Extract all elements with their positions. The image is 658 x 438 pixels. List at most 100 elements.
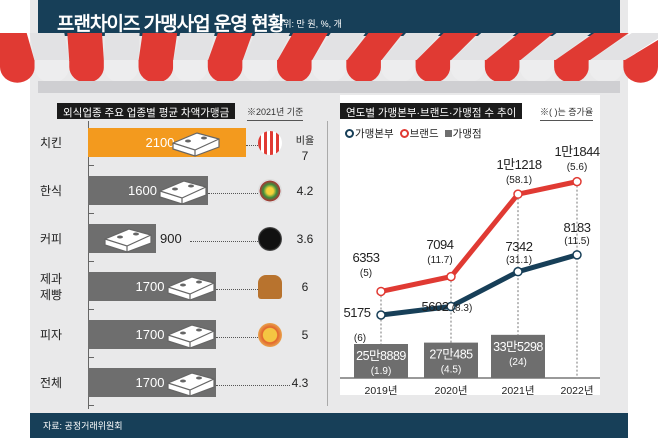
store-growth-label: (24) <box>509 357 527 368</box>
bar <box>88 128 246 157</box>
value-label: 7094 <box>427 237 454 252</box>
awning-stripe <box>173 33 215 61</box>
awning-scallop <box>415 60 451 83</box>
awning-stripe <box>242 33 291 61</box>
fried-chicken-icon <box>258 131 282 155</box>
bar-value: 1700 <box>135 327 165 342</box>
money-stack-icon <box>166 324 215 349</box>
legend-brand: 브랜드 <box>399 126 439 141</box>
awning-stripe <box>207 33 253 61</box>
money-stack-icon <box>171 132 220 157</box>
tick <box>88 165 94 166</box>
data-point <box>572 176 582 187</box>
store-bar-label: 25만8889 <box>356 349 406 363</box>
legend-label: 가맹본부 <box>355 128 394 140</box>
awning-stripe <box>623 39 658 61</box>
awning-scallop <box>103 60 139 83</box>
ratio-value: 4.3 <box>291 376 309 390</box>
store-bar <box>424 342 478 378</box>
awning-scallop <box>207 60 243 83</box>
legend-label: 브랜드 <box>409 128 439 140</box>
legend-hq: 가맹본부 <box>345 126 394 141</box>
data-point <box>513 266 523 277</box>
leader-line <box>215 337 258 338</box>
x-tick-label: 2022년 <box>560 385 593 397</box>
x-tick-label: 2019년 <box>364 385 397 397</box>
tick <box>88 405 94 406</box>
pizza-icon <box>258 323 282 347</box>
bar-value: 1700 <box>135 279 165 294</box>
awning-stripe <box>29 33 70 61</box>
bread-icon <box>258 275 282 299</box>
value-label: 1만1844 <box>554 144 599 159</box>
leader-line <box>208 193 258 194</box>
growth-label: (5.6) <box>567 162 588 173</box>
awning-stripe <box>0 33 35 61</box>
circle-marker-icon <box>345 129 354 138</box>
awning-scallop <box>277 60 312 83</box>
growth-label: (58.1) <box>506 175 532 186</box>
awning-scallop <box>0 60 35 83</box>
leader-line <box>215 289 258 290</box>
value-label: 5602 <box>422 299 449 314</box>
legend-label: 가맹점 <box>452 128 482 140</box>
bibimbap-icon <box>258 179 282 203</box>
growth-label: (5) <box>360 268 372 279</box>
category-label: 한식 <box>40 184 63 198</box>
value-label: 1만1218 <box>496 157 541 172</box>
growth-label: (8.3) <box>452 303 473 314</box>
bar-value: 900 <box>160 231 182 246</box>
legend-stores: 가맹점 <box>444 126 482 141</box>
data-point <box>446 271 456 282</box>
store-bar <box>354 344 408 378</box>
awning-scallop <box>346 60 381 83</box>
money-stack-icon <box>166 372 215 397</box>
tick <box>88 213 94 214</box>
awning-scallop <box>242 60 278 83</box>
header-bar <box>38 0 620 36</box>
awning-stripe <box>277 33 328 61</box>
awning-stripe <box>554 33 629 61</box>
right-panel-title: 연도별 가맹본부·브랜드·가맹점 수 추이 <box>340 103 523 119</box>
chart-legend: 가맹본부 브랜드 가맹점 <box>345 126 482 141</box>
right-panel-note: ※( )는 증가율 <box>540 105 594 121</box>
store-growth-label: (1.9) <box>371 366 392 377</box>
value-label: 6353 <box>353 250 380 265</box>
tick <box>88 357 94 358</box>
awning-scallop <box>173 60 208 83</box>
awning-stripe <box>484 33 554 61</box>
x-tick-label: 2021년 <box>501 385 534 397</box>
awning-decoration <box>0 33 658 93</box>
store-bar-label: 33만5298 <box>493 340 543 354</box>
store-bar <box>491 334 545 378</box>
awning-stripe <box>346 33 403 61</box>
growth-label: (11.7) <box>427 255 452 266</box>
category-label: 커피 <box>40 232 63 246</box>
awning-stripe <box>588 33 658 61</box>
hq-line <box>380 252 578 318</box>
leader-line <box>215 385 290 386</box>
bar-value: 1600 <box>128 183 157 198</box>
leader-line <box>245 145 258 146</box>
data-point <box>376 286 386 297</box>
ratio-value: 4.2 <box>296 184 314 198</box>
awning-scallop <box>450 60 485 83</box>
source-footer: 자료: 공정거래위원회 <box>30 413 628 438</box>
awning-shadow <box>38 81 620 93</box>
awning-scallop <box>588 60 624 83</box>
square-marker-icon <box>444 130 452 137</box>
awning-stripe <box>380 33 441 61</box>
data-point <box>572 250 582 260</box>
category-label: 전체 <box>40 376 63 390</box>
left-axis <box>88 121 89 409</box>
coffee-icon <box>258 227 282 251</box>
awning-scallop <box>138 60 174 83</box>
value-label: 5175 <box>344 305 371 320</box>
ratio-value: 7 <box>301 149 309 163</box>
awning-scallop <box>519 60 555 83</box>
value-label: 8183 <box>564 220 591 235</box>
bar-value: 2100 <box>145 135 175 150</box>
data-point <box>513 189 523 199</box>
awning-stripe <box>67 33 104 61</box>
